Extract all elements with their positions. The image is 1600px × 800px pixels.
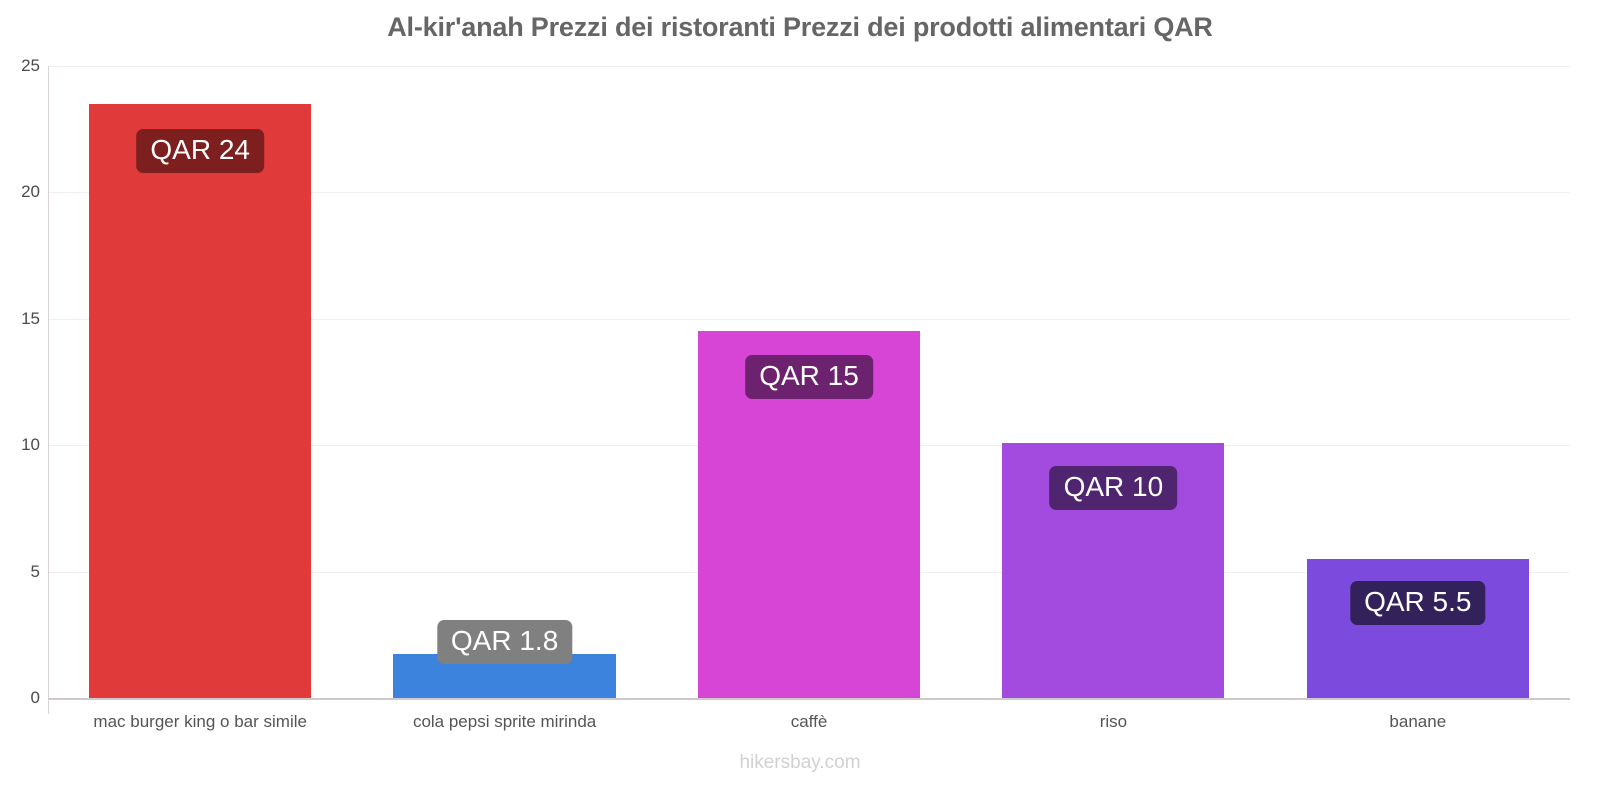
- x-axis-label-riso: riso: [1099, 712, 1128, 731]
- x-axis-line: [48, 698, 1570, 700]
- y-tick-label-10: 10: [21, 435, 40, 454]
- gridline-25: [48, 66, 1570, 67]
- y-tick-label-25: 25: [21, 56, 40, 75]
- y-tick-label-15: 15: [21, 309, 40, 328]
- y-tick-label-0: 0: [30, 688, 40, 707]
- bar-mac-burger-king-o-bar-simile[interactable]: [89, 103, 312, 698]
- value-label-cola-pepsi-sprite-mirinda: QAR 1.8: [436, 619, 573, 664]
- x-axis-label-cola-pepsi-sprite-mirinda: cola pepsi sprite mirinda: [412, 712, 597, 731]
- value-label-caffe: QAR 15: [745, 355, 873, 400]
- x-axis-label-banane: banane: [1389, 712, 1447, 731]
- x-axis-label-mac-burger-king-o-bar-simile: mac burger king o bar simile: [93, 712, 307, 731]
- value-label-banane: QAR 5.5: [1350, 580, 1486, 625]
- plot-area: [48, 66, 1570, 698]
- chart-title: Al-kir'anah Prezzi dei ristoranti Prezzi…: [387, 12, 1213, 42]
- gridline-20: [48, 192, 1570, 193]
- value-label-mac-burger-king-o-bar-simile: QAR 24: [136, 128, 264, 173]
- bar-banane[interactable]: [1306, 558, 1529, 698]
- x-axis-origin-tick: [48, 700, 49, 714]
- y-tick-label-5: 5: [30, 562, 40, 581]
- value-label-riso: QAR 10: [1049, 465, 1178, 510]
- footer-watermark: hikersbay.com: [739, 752, 861, 773]
- y-tick-label-20: 20: [21, 182, 40, 201]
- x-axis-label-caffe: caffè: [790, 712, 828, 731]
- gridline-15: [48, 319, 1570, 320]
- y-axis-line: [48, 66, 49, 699]
